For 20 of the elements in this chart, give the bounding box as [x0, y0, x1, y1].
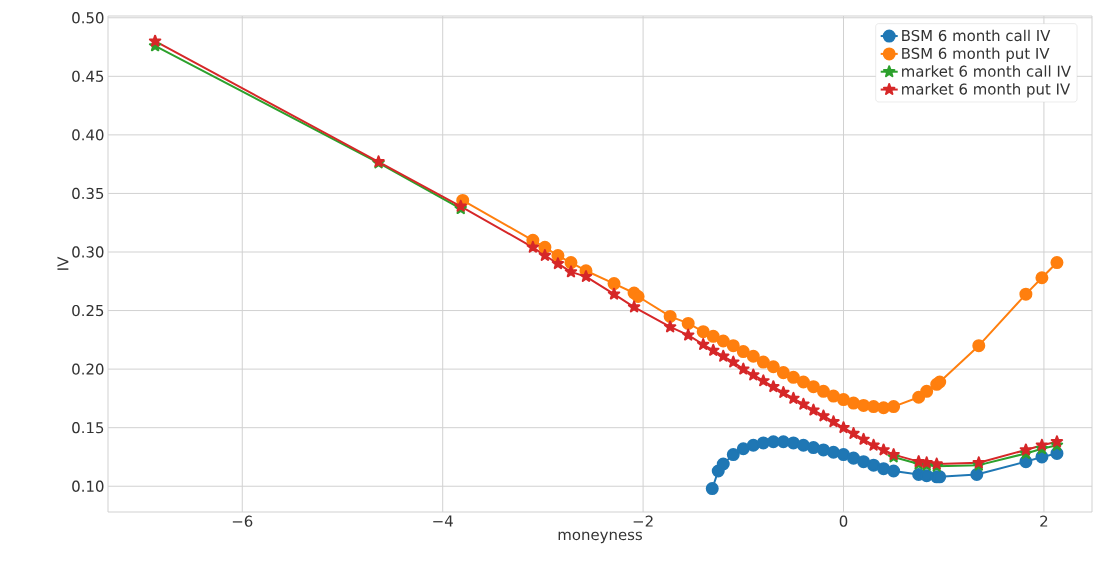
x-axis-title: moneyness	[558, 531, 642, 544]
y-tick-label: 0.30	[72, 246, 104, 258]
legend-label: BSM 6 month put IV	[902, 47, 1050, 62]
y-tick-label: 0.35	[72, 187, 104, 200]
y-tick-label: 0.15	[72, 422, 104, 434]
x-tick-label: −4	[433, 515, 453, 527]
y-tick-label: 0.10	[72, 480, 104, 492]
x-tick-label: 0	[839, 515, 848, 527]
y-tick-label: 0.40	[72, 129, 104, 141]
x-tick-label: −6	[232, 515, 253, 527]
y-tick-label: 0.20	[72, 363, 104, 375]
legend-label: market 6 month put IV	[902, 83, 1071, 98]
y-tick-label: 0.25	[72, 304, 104, 317]
y-axis-title: IV	[57, 256, 69, 270]
legend-label: market 6 month call IV	[902, 65, 1071, 77]
y-tick-label: 0.50	[72, 12, 104, 24]
legend-label: BSM 6 month call IV	[902, 29, 1051, 42]
x-tick-label: −2	[633, 515, 653, 527]
y-tick-label: 0.45	[72, 70, 104, 82]
x-tick-label: 2	[1040, 515, 1048, 527]
